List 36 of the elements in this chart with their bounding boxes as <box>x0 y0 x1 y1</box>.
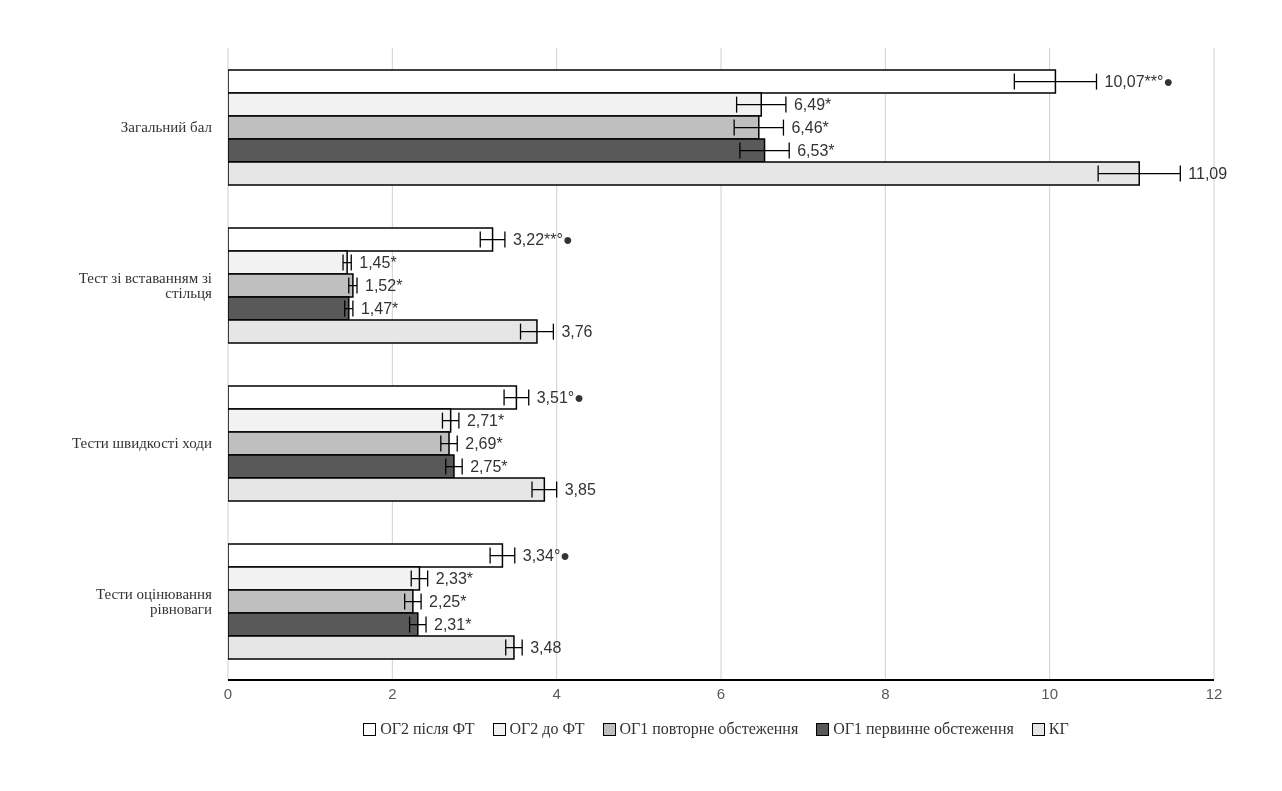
x-tick-label: 12 <box>1205 684 1223 702</box>
legend-label: ОГ2 після ФТ <box>379 720 475 738</box>
data-label: 2,71* <box>466 412 505 430</box>
data-label: 3,48 <box>530 639 562 657</box>
data-label: 10,07**°● <box>1104 73 1174 91</box>
data-label: 1,52* <box>365 277 403 295</box>
data-label: 6,49* <box>793 96 832 114</box>
y-tick-label: Тести швидкості ходи <box>71 435 212 452</box>
x-tick-label: 4 <box>552 684 561 702</box>
legend-label: ОГ1 первинне обстеження <box>832 720 1014 738</box>
data-label: 2,69* <box>465 435 503 453</box>
legend-label: ОГ2 до ФТ <box>508 720 585 738</box>
y-tick-label: Тест зі вставанням зі стільця <box>78 269 213 301</box>
data-label: 3,76 <box>561 323 593 341</box>
data-label: 3,34°● <box>522 547 570 565</box>
y-tick-label: Тести оцінювання рівноваги <box>95 585 213 617</box>
data-label: 11,09 <box>1188 165 1228 183</box>
data-label: 1,47* <box>360 300 399 318</box>
data-label: 1,45* <box>359 254 397 272</box>
data-label: 2,75* <box>470 458 508 476</box>
x-tick-label: 10 <box>1041 684 1059 702</box>
x-tick-label: 6 <box>716 684 726 702</box>
x-tick-label: 8 <box>881 684 890 702</box>
data-label: 3,51°● <box>536 389 584 407</box>
data-label: 3,22**°● <box>512 231 573 249</box>
y-tick-label: Загальний бал <box>120 119 213 136</box>
legend-label: ОГ1 повторне обстеження <box>618 720 799 738</box>
x-tick-label: 0 <box>223 684 233 702</box>
data-label: 6,46* <box>791 119 829 137</box>
data-label: 6,53* <box>797 142 835 160</box>
data-label: 2,33* <box>435 570 474 588</box>
data-label: 2,31* <box>434 616 472 634</box>
x-tick-label: 2 <box>388 684 397 702</box>
data-label: 2,25* <box>429 593 467 611</box>
data-label: 3,85 <box>564 481 596 499</box>
legend-label: КГ <box>1047 720 1069 738</box>
